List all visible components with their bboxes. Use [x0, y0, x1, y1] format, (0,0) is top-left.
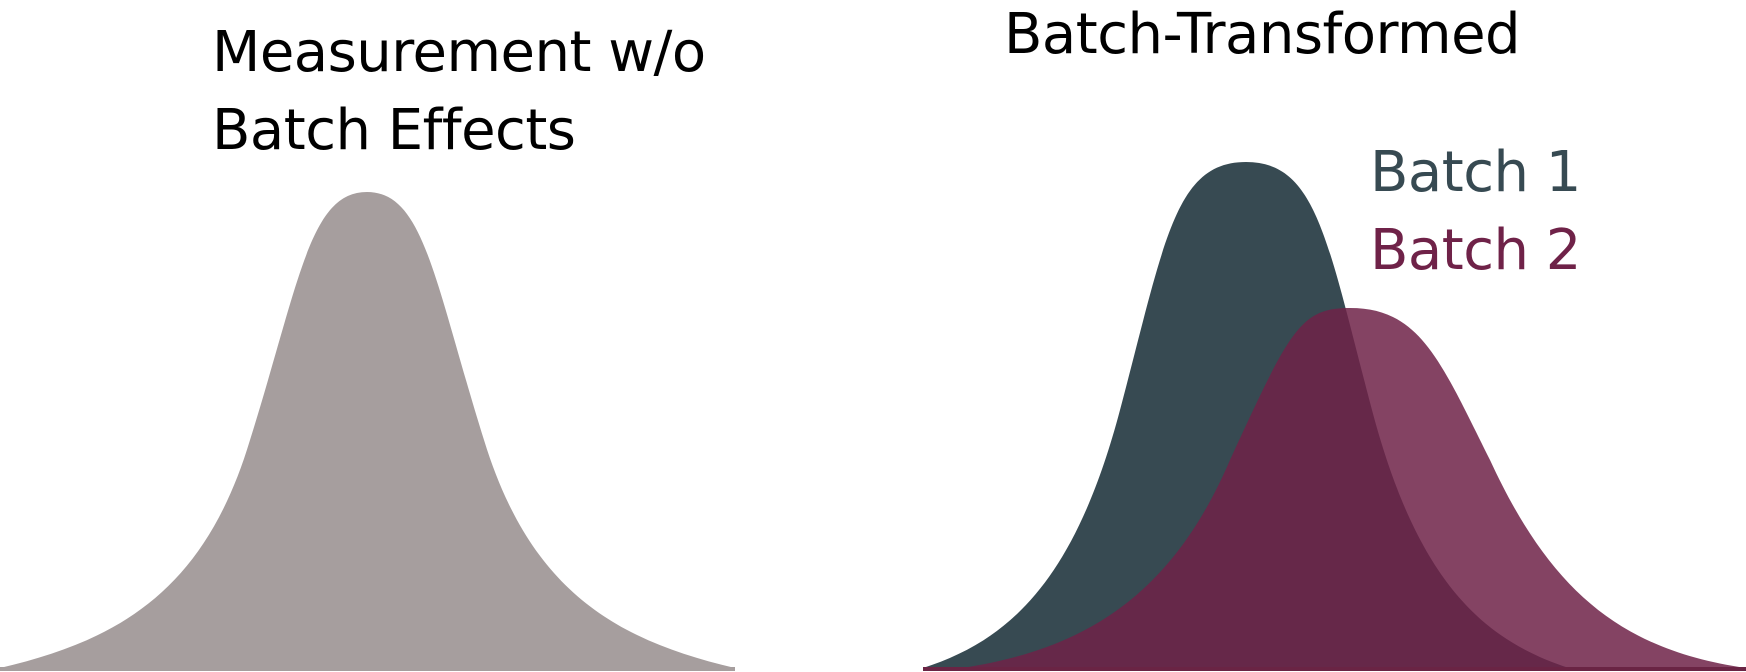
left-panel-title: Measurement w/o Batch Effects [212, 14, 772, 170]
legend: Batch 1 Batch 2 [1370, 134, 1581, 290]
legend-item-batch-2: Batch 2 [1370, 218, 1581, 283]
left-title-line-1: Measurement w/o [212, 20, 706, 85]
left-title-line-2: Batch Effects [212, 98, 576, 163]
right-panel-title: Batch-Transformed [1004, 2, 1521, 67]
curve-no-batch-effects [0, 192, 735, 668]
legend-item-batch-1: Batch 1 [1370, 140, 1581, 205]
curve-batch-2 [962, 308, 1746, 668]
